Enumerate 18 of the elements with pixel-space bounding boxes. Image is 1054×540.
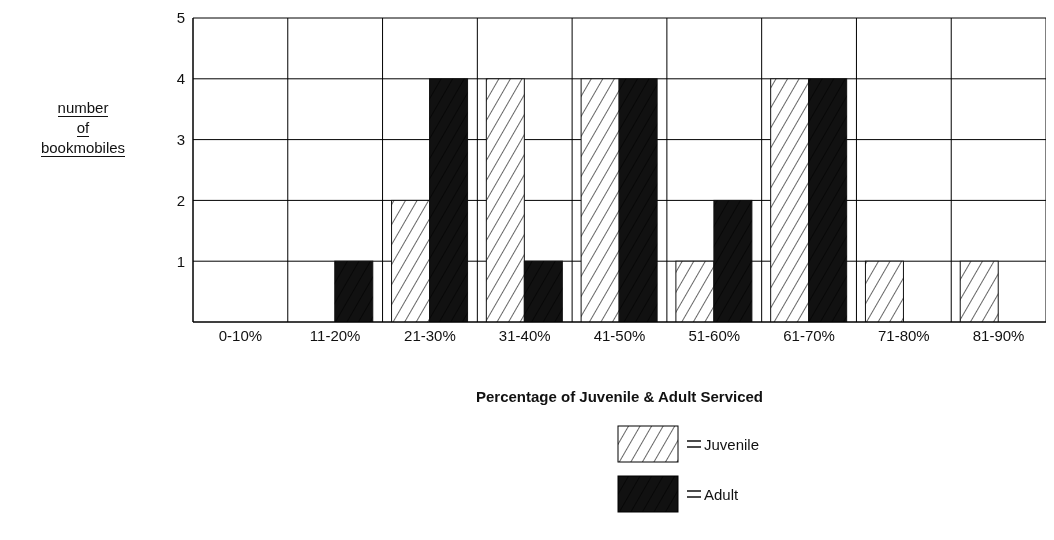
y-axis-title: number of bookmobiles: [40, 99, 126, 157]
x-tick-label: 71-80%: [877, 326, 930, 344]
x-axis-title: Percentage of Juvenile & Adult Serviced: [474, 388, 764, 405]
y-tick-label: 1: [176, 252, 185, 270]
x-tick-label: 21-30%: [404, 326, 456, 344]
x-tick-label: 81-90%: [972, 326, 1025, 344]
legend-label: Adult: [704, 485, 739, 503]
x-tick-label: 41-50%: [593, 326, 646, 344]
x-tick-label: 51-60%: [688, 326, 741, 344]
y-tick-label: 5: [176, 9, 185, 27]
y-tick-label: 3: [176, 130, 185, 148]
legend-label: Juvenile: [704, 435, 760, 453]
y-tick-label: 2: [176, 191, 185, 209]
y-tick-label: 4: [176, 70, 185, 88]
x-tick-label: 0-10%: [218, 326, 263, 344]
x-tick-label: 61-70%: [783, 326, 835, 344]
x-tick-label: 11-20%: [309, 326, 361, 344]
x-tick-label: 31-40%: [498, 326, 551, 344]
